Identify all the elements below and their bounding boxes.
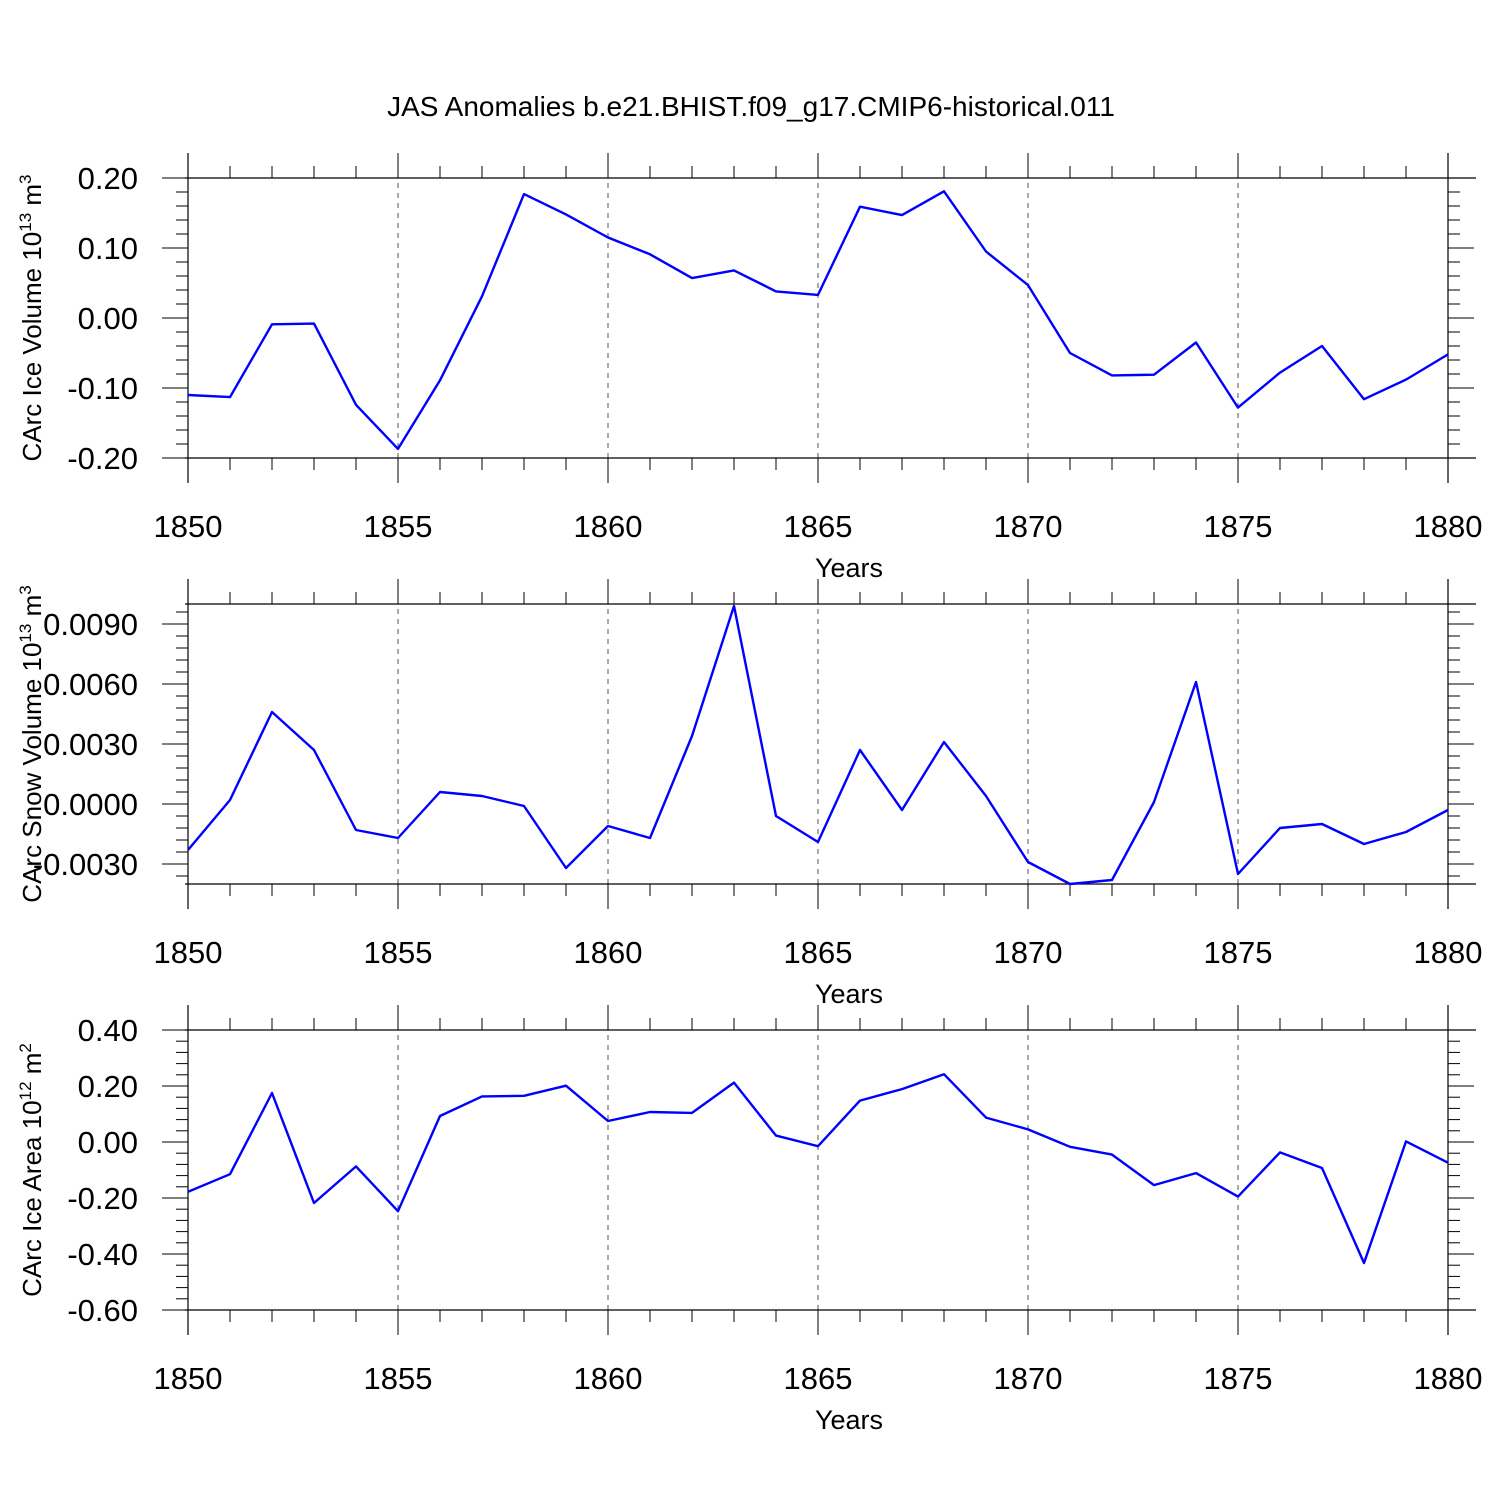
x-tick-label: 1865 — [784, 935, 853, 970]
y-axis-label-unit-exponent: 3 — [16, 585, 35, 594]
panel-1: 0.20 0.10 0.00 -0.10 -0.20 1850 1855 1860 1865 18… — [16, 153, 1482, 583]
x-tick-label: 1865 — [784, 509, 853, 544]
x-tick-label: 1850 — [154, 1361, 223, 1396]
x-tick-label: 1850 — [154, 935, 223, 970]
figure-title: JAS Anomalies b.e21.BHIST.f09_g17.CMIP6-… — [387, 91, 1115, 122]
y-tick-label: -0.10 — [67, 371, 138, 406]
data-line — [188, 604, 1448, 886]
y-axis-label-unit: m — [17, 595, 47, 624]
x-tick-label: 1855 — [364, 1361, 433, 1396]
y-axis-label-base: CArc Ice Volume 10 — [17, 232, 47, 462]
x-tick-label: 1865 — [784, 1361, 853, 1396]
y-axis-label: CArc Ice Area 1012 m2 — [16, 1043, 47, 1297]
y-axis-label-exponent: 13 — [16, 624, 35, 643]
y-tick-label: -0.40 — [67, 1237, 138, 1272]
y-tick-label: 0.0090 — [43, 607, 138, 642]
x-axis-label: Years — [815, 979, 883, 1009]
x-tick-label: 1880 — [1414, 935, 1483, 970]
x-tick-label: 1880 — [1414, 509, 1483, 544]
y-tick-label: 0.20 — [78, 1069, 138, 1104]
x-tick-label: 1870 — [994, 1361, 1063, 1396]
x-tick-label: 1875 — [1204, 1361, 1273, 1396]
x-axis-label: Years — [815, 553, 883, 583]
data-line — [188, 1072, 1448, 1265]
x-tick-label: 1870 — [994, 935, 1063, 970]
x-tick-label: 1855 — [364, 509, 433, 544]
y-axis-label-base: CArc Ice Area 10 — [17, 1100, 47, 1297]
x-tick-label: 1875 — [1204, 935, 1273, 970]
x-tick-label: 1850 — [154, 509, 223, 544]
y-axis-label: CArc Ice Volume 1013 m3 — [16, 174, 47, 461]
y-tick-label: -0.20 — [67, 1181, 138, 1216]
x-axis-label: Years — [815, 1405, 883, 1435]
y-tick-label: 0.0030 — [43, 727, 138, 762]
y-tick-label: 0.0060 — [43, 667, 138, 702]
y-tick-label: -0.60 — [67, 1293, 138, 1328]
x-tick-label: 1855 — [364, 935, 433, 970]
y-tick-label: 0.20 — [78, 161, 138, 196]
y-tick-label: 0.10 — [78, 231, 138, 266]
y-axis-label-unit: m — [17, 1053, 47, 1082]
x-tick-label: 1860 — [574, 1361, 643, 1396]
data-line — [188, 190, 1448, 451]
y-axis-label-unit: m — [17, 184, 47, 213]
x-tick-label: 1880 — [1414, 1361, 1483, 1396]
x-tick-label: 1870 — [994, 509, 1063, 544]
y-tick-label: -0.20 — [67, 441, 138, 476]
x-tick-label: 1875 — [1204, 509, 1273, 544]
x-tick-label: 1860 — [574, 509, 643, 544]
panel-3: 0.40 0.20 0.00 -0.20 -0.40 -0.60 1850 1855 1860 1… — [16, 1005, 1482, 1435]
y-axis-label-unit-exponent: 3 — [16, 174, 35, 183]
y-axis-label-exponent: 13 — [16, 213, 35, 232]
y-axis-label-unit-exponent: 2 — [16, 1043, 35, 1052]
y-tick-label: 0.00 — [78, 1125, 138, 1160]
y-tick-label: 0.00 — [78, 301, 138, 336]
panel-2: 0.0090 0.0060 0.0030 0.0000 -0.0030 1850 1855 1… — [16, 579, 1482, 1009]
x-tick-label: 1860 — [574, 935, 643, 970]
y-tick-label: 0.0000 — [43, 787, 138, 822]
y-tick-label: -0.0030 — [33, 847, 138, 882]
y-axis-label-exponent: 12 — [16, 1081, 35, 1100]
y-axis-label: CArc Snow Volume 1013 m3 — [16, 585, 47, 902]
y-axis-label-base: CArc Snow Volume 10 — [17, 643, 47, 903]
y-tick-label: 0.40 — [78, 1013, 138, 1048]
